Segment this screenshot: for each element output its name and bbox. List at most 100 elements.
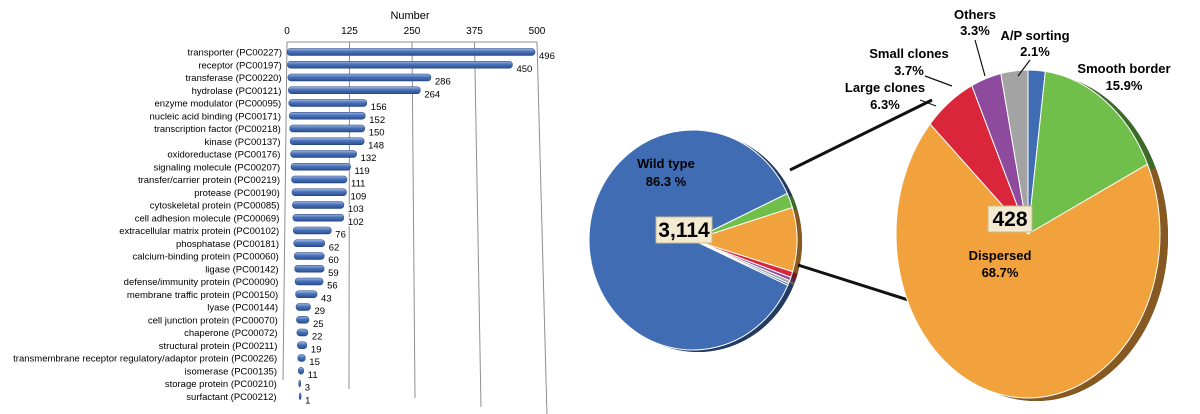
value-label: 450 xyxy=(516,64,532,75)
bar xyxy=(296,328,309,337)
gridline xyxy=(411,41,416,399)
bar xyxy=(290,150,357,158)
value-label: 132 xyxy=(361,153,377,164)
bar xyxy=(290,163,351,171)
large-pie-chart: Others 3.3% A/P sorting 2.1% Small clone… xyxy=(845,7,1171,401)
value-label: 60 xyxy=(328,255,339,266)
category-label: calcium-binding protein (PC00060) xyxy=(133,252,279,263)
small-pie-slice xyxy=(692,239,790,286)
bar xyxy=(293,239,325,247)
category-label: oxidoreductase (PC00176) xyxy=(167,150,280,161)
slice-label-ap-sorting: A/P sorting xyxy=(1000,28,1069,43)
x-tick-label: 375 xyxy=(466,26,483,37)
value-label: 76 xyxy=(335,230,346,241)
category-label: isomerase (PC00135) xyxy=(185,366,277,377)
bar xyxy=(298,392,302,400)
bar xyxy=(288,86,421,94)
x-tick-label: 500 xyxy=(529,26,546,37)
slice-label-dispersed: Dispersed xyxy=(969,248,1032,263)
x-tick-label: 0 xyxy=(284,26,290,37)
category-label: transferase (PC00220) xyxy=(185,73,281,84)
category-label: storage protein (PC00210) xyxy=(165,379,277,390)
category-label: lyase (PC00144) xyxy=(207,303,278,314)
value-label: 109 xyxy=(350,191,366,202)
category-label: transmembrane receptor regulatory/adapto… xyxy=(13,354,277,365)
bar xyxy=(288,99,368,107)
value-label: 264 xyxy=(424,89,440,100)
value-label: 3 xyxy=(305,383,310,394)
category-label: kinase (PC00137) xyxy=(205,137,281,148)
category-label: membrane traffic protein (PC00150) xyxy=(127,290,278,301)
value-label: 119 xyxy=(355,166,370,177)
bar xyxy=(293,252,325,260)
small-pie-chart: Wild type 86.3 % 3,114 xyxy=(588,129,802,352)
bar xyxy=(294,277,324,286)
total-box-large xyxy=(987,205,1033,233)
value-label: 1 xyxy=(305,395,310,406)
bar xyxy=(291,188,347,196)
gridline xyxy=(536,41,548,414)
bars: transporter (PC00227) 496 receptor (PC0019… xyxy=(13,48,556,408)
bar xyxy=(289,137,365,145)
gridline xyxy=(282,41,288,381)
bar xyxy=(291,175,348,184)
large-pie-slice xyxy=(1027,70,1149,235)
value-label: 102 xyxy=(348,217,364,228)
large-pie-slice xyxy=(1000,69,1029,235)
slice-label-large-clones: Large clones xyxy=(845,80,925,95)
bar xyxy=(286,48,536,56)
total-box-small xyxy=(655,216,713,244)
slice-label-wild-type: Wild type xyxy=(637,156,695,171)
category-label: ligase (PC00142) xyxy=(205,264,278,275)
category-label: extracellular matrix protein (PC00102) xyxy=(119,226,279,237)
total-label-small: 3,114 xyxy=(658,219,710,242)
category-label: transfer/carrier protein (PC00219) xyxy=(138,175,280,186)
bar xyxy=(294,265,325,273)
bar xyxy=(298,379,301,388)
value-label: 19 xyxy=(311,344,322,355)
value-label: 29 xyxy=(315,306,326,317)
gridline xyxy=(474,41,482,408)
large-pie-slices xyxy=(895,69,1161,399)
slice-label-others: Others xyxy=(954,7,996,22)
category-label: transporter (PC00227) xyxy=(187,48,282,59)
x-axis-title: Number xyxy=(390,10,429,22)
category-label: cytoskeletal protein (PC00085) xyxy=(150,201,280,212)
category-label: receptor (PC00197) xyxy=(198,60,281,71)
slice-pct-ap-sorting: 2.1% xyxy=(1020,44,1050,59)
bar xyxy=(293,226,332,235)
x-tick-labels: 0 125 250 375 500 xyxy=(284,26,546,37)
slice-pct-others: 3.3% xyxy=(960,23,990,38)
category-label: phosphatase (PC00181) xyxy=(176,239,279,250)
slice-pct-dispersed: 68.7% xyxy=(982,265,1019,280)
slice-pct-small-clones: 3.7% xyxy=(894,63,924,78)
value-label: 62 xyxy=(329,242,340,253)
value-label: 56 xyxy=(327,281,338,292)
category-label: surfactant (PC00212) xyxy=(186,392,276,403)
bar xyxy=(289,124,365,133)
bar xyxy=(297,341,308,349)
bar xyxy=(287,73,432,82)
slice-pct-smooth-border: 15.9% xyxy=(1106,78,1143,93)
bar-chart: Number 0 125 250 375 500 transporter (PC0022… xyxy=(13,10,556,414)
value-label: 152 xyxy=(369,115,385,126)
category-label: structural protein (PC00211) xyxy=(159,341,278,352)
slice-label-small-clones: Small clones xyxy=(869,46,948,61)
value-label: 148 xyxy=(368,140,384,151)
category-label: cell adhesion molecule (PC00069) xyxy=(135,213,280,224)
value-label: 286 xyxy=(435,77,451,88)
value-label: 150 xyxy=(369,128,385,139)
slice-pct-wild-type: 86.3 % xyxy=(646,174,687,189)
value-label: 103 xyxy=(348,204,364,215)
bar xyxy=(297,354,306,362)
category-label: protease (PC00190) xyxy=(194,188,280,199)
bar xyxy=(295,303,311,311)
category-label: chaperone (PC00072) xyxy=(184,328,277,339)
bar xyxy=(289,112,366,120)
total-label-large: 428 xyxy=(992,208,1027,231)
value-label: 59 xyxy=(328,268,339,279)
bar xyxy=(295,290,318,298)
category-label: transcription factor (PC00218) xyxy=(154,124,281,135)
value-label: 496 xyxy=(539,51,555,62)
